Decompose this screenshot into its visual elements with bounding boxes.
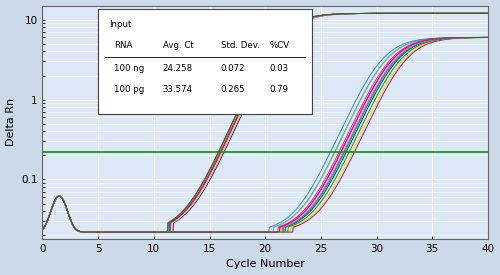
Text: %CV: %CV (270, 41, 290, 50)
Text: 0.072: 0.072 (220, 64, 246, 73)
FancyBboxPatch shape (98, 9, 312, 114)
Text: 24.258: 24.258 (162, 64, 193, 73)
X-axis label: Cycle Number: Cycle Number (226, 259, 304, 270)
Y-axis label: Delta Rn: Delta Rn (6, 98, 16, 146)
Text: 100 ng: 100 ng (114, 64, 144, 73)
Text: 0.03: 0.03 (270, 64, 289, 73)
Text: Input: Input (110, 20, 132, 29)
Text: RNA: RNA (114, 41, 132, 50)
Text: 33.574: 33.574 (162, 85, 193, 94)
Text: 100 pg: 100 pg (114, 85, 144, 94)
Text: 0.265: 0.265 (220, 85, 246, 94)
Text: Std. Dev.: Std. Dev. (220, 41, 260, 50)
Text: 0.79: 0.79 (270, 85, 288, 94)
Text: Avg. Ct: Avg. Ct (162, 41, 194, 50)
